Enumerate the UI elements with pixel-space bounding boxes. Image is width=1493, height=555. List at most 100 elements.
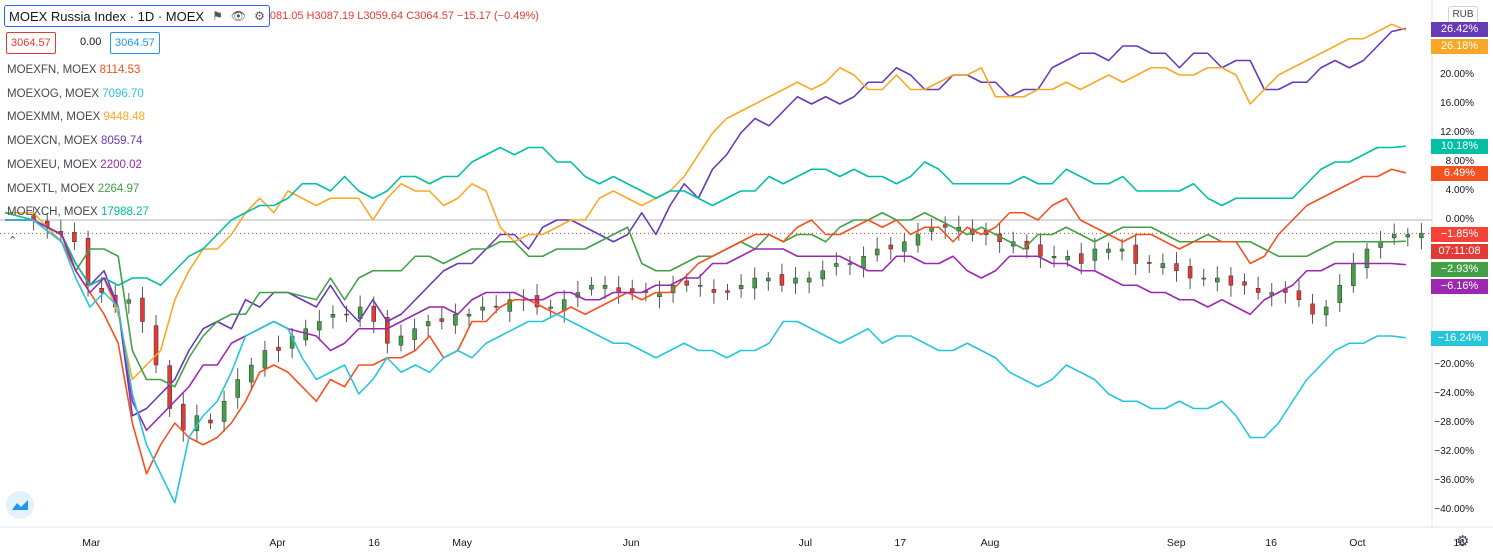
y-tick-label: −40.00% bbox=[1434, 504, 1474, 515]
x-tick-label: Sep bbox=[1166, 537, 1186, 549]
candle-body bbox=[507, 299, 513, 312]
candle-body bbox=[1337, 285, 1343, 303]
y-tick-label: −24.00% bbox=[1434, 388, 1474, 399]
candle-body bbox=[1160, 263, 1166, 269]
candle-body bbox=[317, 321, 322, 331]
candle-body bbox=[276, 346, 281, 351]
candle-body bbox=[235, 379, 240, 398]
candle-body bbox=[208, 419, 213, 424]
legend-name: MOEXEU, MOEX bbox=[7, 158, 101, 171]
legend-entry[interactable]: MOEXFN, MOEX 8114.53 bbox=[7, 64, 140, 76]
candle-body bbox=[181, 403, 186, 431]
candle-body bbox=[861, 256, 866, 269]
candle-body bbox=[1065, 256, 1070, 261]
price-badge: 6.49% bbox=[1431, 166, 1488, 181]
tradingview-logo-icon[interactable] bbox=[6, 491, 34, 519]
candle-body bbox=[779, 274, 785, 286]
price-badge: 26.42% bbox=[1431, 22, 1488, 37]
series-line-moexog bbox=[5, 219, 1406, 504]
candle-body bbox=[153, 325, 159, 366]
symbol-title: MOEX Russia Index · 1D · MOEX bbox=[9, 8, 205, 24]
legend-entry[interactable]: MOEXCN, MOEX 8059.74 bbox=[7, 135, 143, 147]
series-line-moexmm bbox=[5, 23, 1407, 381]
candle-body bbox=[1038, 244, 1043, 257]
ohlc-readout: 081.05 H3087.19 L3059.64 C3064.57 −15.17… bbox=[269, 10, 539, 22]
comparison-lines bbox=[4, 23, 1407, 504]
candle-body bbox=[1378, 241, 1383, 248]
candle-body bbox=[534, 295, 540, 308]
candle-body bbox=[847, 263, 853, 265]
candle-body bbox=[480, 306, 485, 311]
legend-value: 7096.70 bbox=[102, 87, 144, 100]
flag-icon[interactable]: ⚑ bbox=[212, 9, 223, 23]
candle-body bbox=[942, 224, 948, 228]
candle-body bbox=[1215, 277, 1220, 283]
eye-icon[interactable]: 👁 bbox=[230, 9, 247, 23]
y-tick-label: −32.00% bbox=[1434, 446, 1474, 457]
candle-body bbox=[915, 234, 921, 246]
price-badge: −1.85% bbox=[1431, 227, 1488, 242]
legend-name: MOEXMM, MOEX bbox=[7, 111, 104, 124]
candle-body bbox=[1351, 263, 1356, 286]
series-line-moextl bbox=[5, 211, 1406, 388]
legend-entry[interactable]: MOEXCH, MOEX 17988.27 bbox=[7, 206, 149, 218]
candle-body bbox=[72, 232, 77, 242]
candle-body bbox=[711, 289, 717, 293]
legend-value: 2200.02 bbox=[100, 158, 142, 171]
y-tick-label: 8.00% bbox=[1445, 156, 1474, 167]
x-tick-label: Jul bbox=[798, 537, 813, 549]
x-tick-label: Apr bbox=[269, 537, 286, 549]
candle-body bbox=[1296, 290, 1302, 300]
ask-price[interactable]: 3064.57 bbox=[110, 32, 160, 54]
gear-icon[interactable]: ⚙ bbox=[254, 9, 265, 23]
series-line-moexch bbox=[4, 145, 1406, 287]
candle-body bbox=[1405, 234, 1411, 238]
candle-body bbox=[752, 277, 757, 289]
candle-body bbox=[1323, 306, 1329, 316]
bid-price[interactable]: 3064.57 bbox=[6, 32, 56, 54]
candle-body bbox=[85, 238, 91, 286]
candle-body bbox=[820, 270, 825, 280]
legend-entry[interactable]: MOEXEU, MOEX 2200.02 bbox=[7, 159, 142, 171]
legend-value: 17988.27 bbox=[100, 206, 149, 219]
spread-value: 0.00 bbox=[80, 36, 102, 48]
chart-header: MOEX Russia Index · 1D · MOEX ⚑ 👁 ⚙ 081.… bbox=[4, 5, 539, 27]
candle-body bbox=[99, 288, 104, 293]
index-candles bbox=[31, 206, 1424, 442]
candle-body bbox=[1106, 248, 1111, 253]
candle-body bbox=[888, 244, 894, 250]
candle-body bbox=[1364, 248, 1370, 268]
candle-body bbox=[1391, 234, 1397, 239]
series-line-moexeu bbox=[5, 219, 1406, 432]
candle-body bbox=[602, 285, 608, 289]
x-tick-label: 16 bbox=[1265, 537, 1277, 549]
legend-entry[interactable]: MOEXTL, MOEX 2264.97 bbox=[7, 183, 139, 195]
candle-body bbox=[806, 277, 812, 283]
candle-body bbox=[1051, 256, 1057, 259]
y-tick-label: 20.00% bbox=[1440, 69, 1474, 80]
y-tick-label: −28.00% bbox=[1434, 417, 1474, 428]
candle-body bbox=[1187, 266, 1193, 279]
candle-body bbox=[1174, 263, 1179, 271]
candle-body bbox=[1147, 262, 1152, 264]
candle-body bbox=[698, 285, 703, 287]
candle-body bbox=[1133, 244, 1138, 264]
candle-body bbox=[412, 328, 417, 340]
candle-body bbox=[385, 317, 390, 344]
candle-body bbox=[1310, 303, 1315, 315]
legend-entry[interactable]: MOEXOG, MOEX 7096.70 bbox=[7, 88, 144, 100]
legend-value: 8059.74 bbox=[100, 135, 143, 148]
candle-body bbox=[738, 285, 744, 290]
candle-body bbox=[439, 318, 445, 322]
candle-body bbox=[589, 285, 594, 290]
price-badge: −16.24% bbox=[1431, 331, 1488, 346]
candle-body bbox=[1079, 253, 1084, 264]
y-tick-label: 0.00% bbox=[1445, 214, 1474, 225]
legend-value: 9448.48 bbox=[103, 111, 146, 124]
chart-settings-gear-icon[interactable]: ⚙ bbox=[1456, 533, 1470, 550]
symbol-box[interactable]: MOEX Russia Index · 1D · MOEX ⚑ 👁 ⚙ bbox=[4, 5, 270, 27]
legend-entry[interactable]: MOEXMM, MOEX 9448.48 bbox=[7, 111, 145, 123]
collapse-caret-icon[interactable]: ⌃ bbox=[8, 235, 18, 247]
candle-body bbox=[1092, 248, 1098, 261]
